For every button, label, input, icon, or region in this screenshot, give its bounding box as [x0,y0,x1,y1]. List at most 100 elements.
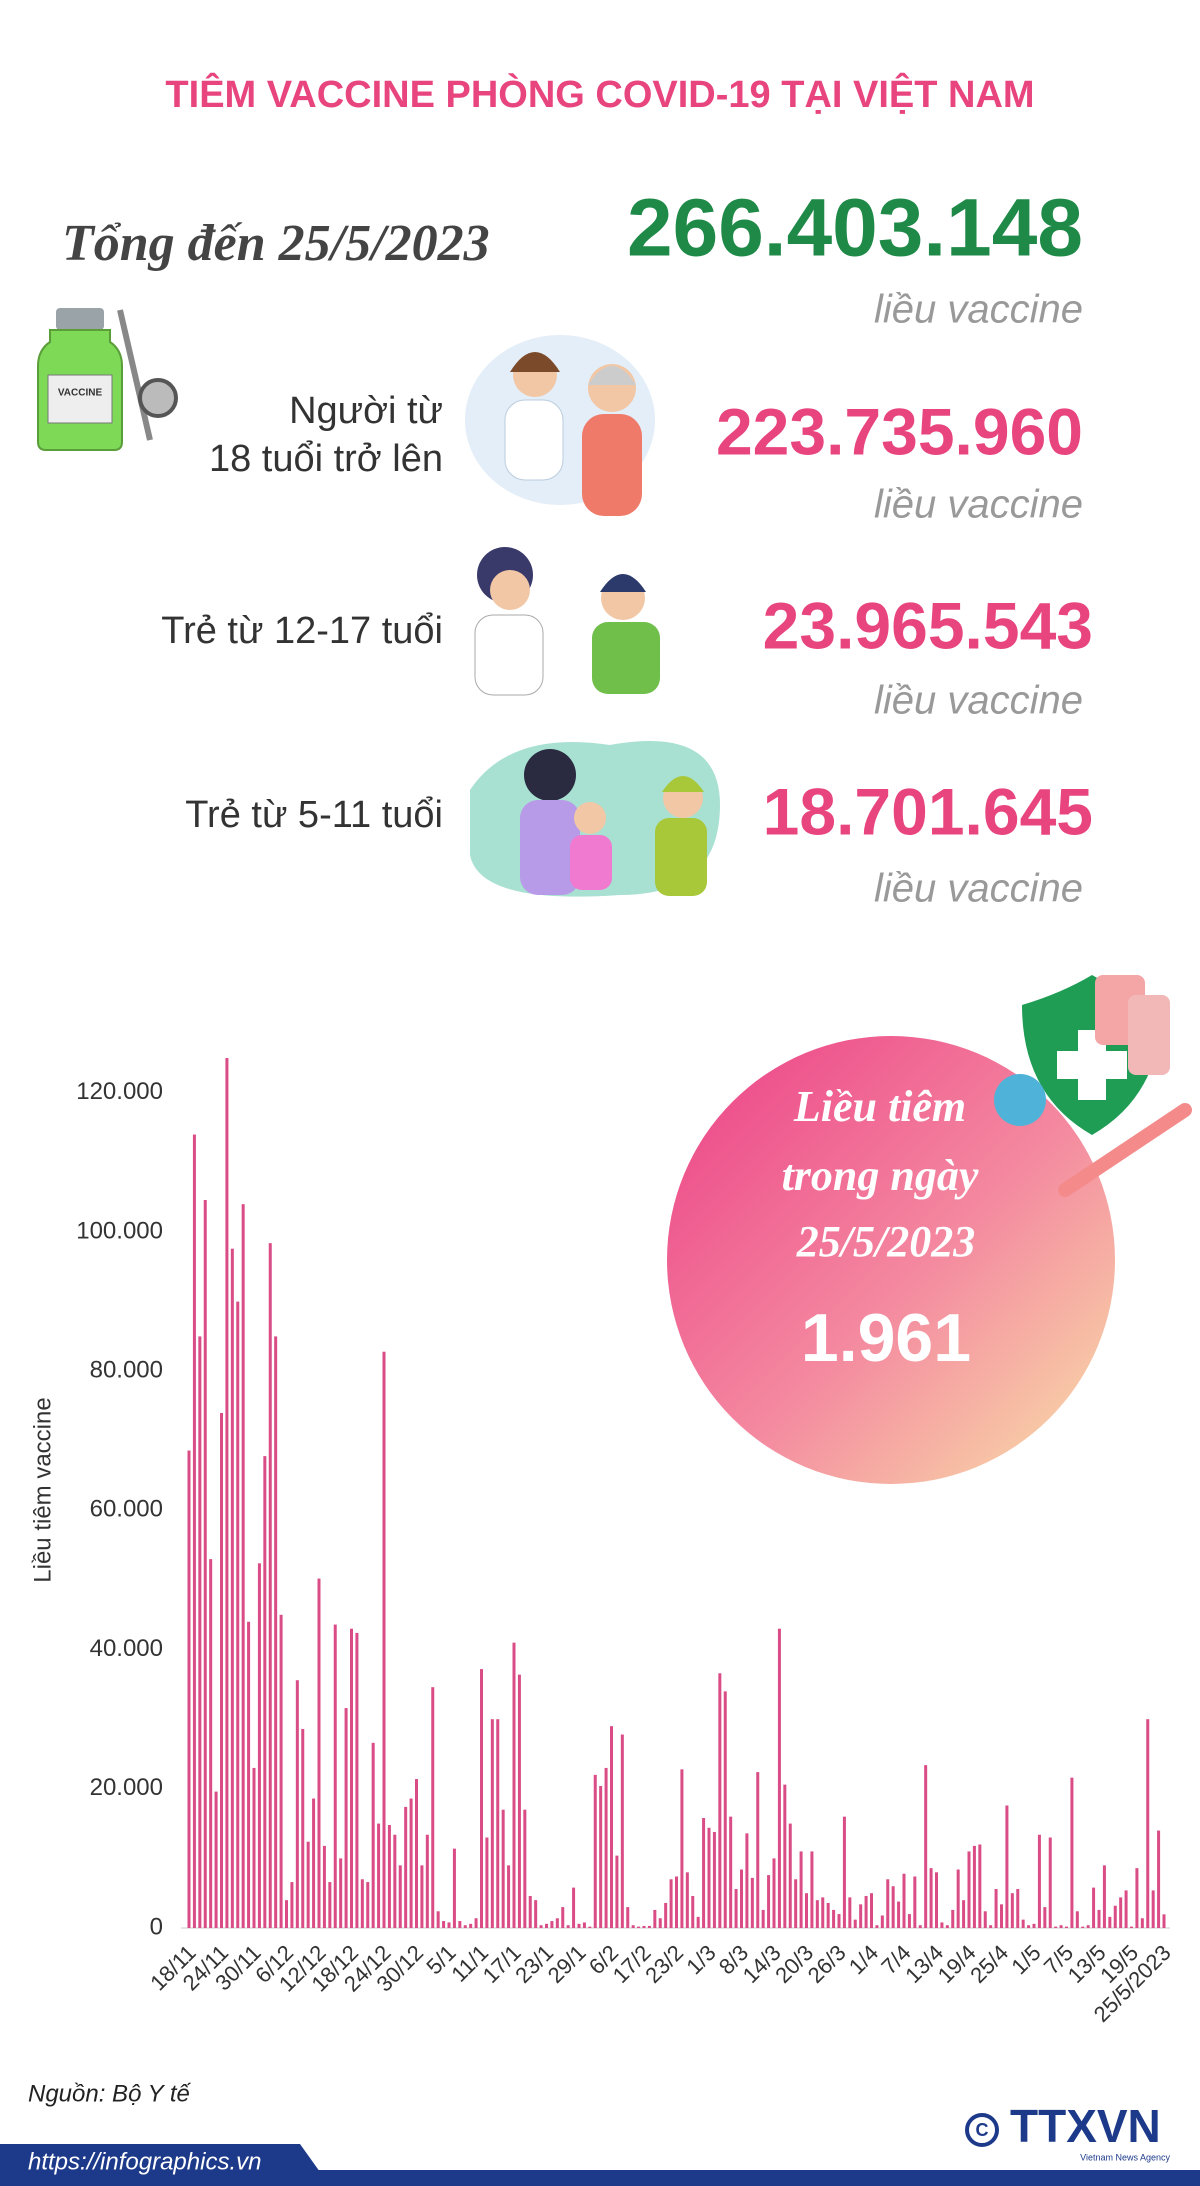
bar [555,1918,559,1928]
bar [1157,1830,1161,1928]
bar [848,1897,852,1928]
bar [306,1841,310,1928]
bar [734,1889,738,1928]
bar [810,1851,814,1928]
bar [1065,1926,1068,1928]
bar [534,1900,538,1928]
shield-syringe-decoration [994,975,1192,1197]
bar [301,1728,305,1928]
total-unit: liều vaccine [874,288,1083,332]
bar [344,1708,348,1928]
bar [322,1845,326,1928]
bar [339,1858,343,1928]
bar [1086,1925,1090,1928]
group-unit: liều vaccine [874,483,1083,527]
bar [452,1848,456,1928]
bar [967,1851,971,1928]
bar [1113,1905,1117,1928]
bar [626,1907,630,1928]
bar [593,1774,597,1928]
bar [680,1769,684,1928]
bar [523,1809,527,1928]
bar [1048,1837,1052,1928]
bar [490,1719,494,1928]
bar [566,1925,570,1928]
bar [653,1909,657,1928]
bar [274,1336,278,1928]
bar [290,1882,294,1928]
bar [333,1624,337,1928]
daily-title: Liều tiêm [793,1082,966,1131]
bar [387,1824,391,1928]
bar [1054,1926,1058,1928]
group-unit: liều vaccine [874,679,1083,723]
bar [350,1628,353,1928]
bar [241,1204,245,1928]
bar [582,1922,586,1928]
bar [577,1923,581,1928]
bar [436,1911,440,1928]
bar [539,1925,543,1928]
bar [962,1900,966,1928]
bar [496,1719,500,1928]
bar [740,1869,743,1928]
bar [815,1900,819,1928]
daily-title: trong ngày [782,1151,979,1200]
bar [642,1925,646,1928]
bar [588,1926,592,1928]
x-tick-label: 29/1 [543,1940,591,1988]
bar [864,1895,868,1928]
bar [398,1865,402,1928]
bar [360,1879,364,1928]
bar [377,1823,381,1928]
bar [615,1855,619,1928]
bar [209,1559,213,1928]
bar [382,1351,386,1928]
bar [1130,1926,1133,1928]
bar [832,1909,836,1928]
daily-value: 1.961 [801,1300,971,1376]
bar [907,1914,911,1928]
x-tick-label: 23/2 [640,1940,688,1988]
bar [956,1869,960,1928]
bar [756,1772,760,1928]
bar [469,1923,473,1928]
footer-bar [0,2144,330,2186]
bar [220,1412,223,1928]
bar [1146,1719,1150,1928]
total-value: 266.403.148 [627,183,1083,274]
bar [880,1915,884,1928]
bar [875,1925,879,1928]
bar [729,1816,733,1928]
bar [972,1845,976,1928]
bar [604,1767,608,1928]
bar [777,1628,781,1928]
daily-bubble [667,1036,1115,1484]
bar [404,1806,408,1928]
bar [599,1786,603,1928]
bar [447,1922,451,1928]
bar [317,1578,321,1928]
bar [198,1336,202,1928]
logo: C TTXVN Vietnam News Agency [965,2100,1170,2162]
y-tick-label: 120.000 [76,1078,163,1105]
bar [675,1876,678,1928]
group-value: 23.965.543 [763,588,1093,662]
bar [1119,1897,1123,1928]
bar [799,1851,803,1928]
bar [425,1834,429,1928]
bar [214,1791,218,1928]
bar [187,1450,191,1928]
bar [463,1925,467,1928]
bar [723,1691,727,1928]
bar [225,1058,229,1928]
bar [1021,1919,1025,1928]
bar [788,1823,792,1928]
bar [236,1301,240,1928]
bar [507,1865,511,1928]
bar [853,1919,857,1928]
bar [761,1909,765,1928]
bar [1037,1834,1041,1928]
bar [517,1674,521,1928]
